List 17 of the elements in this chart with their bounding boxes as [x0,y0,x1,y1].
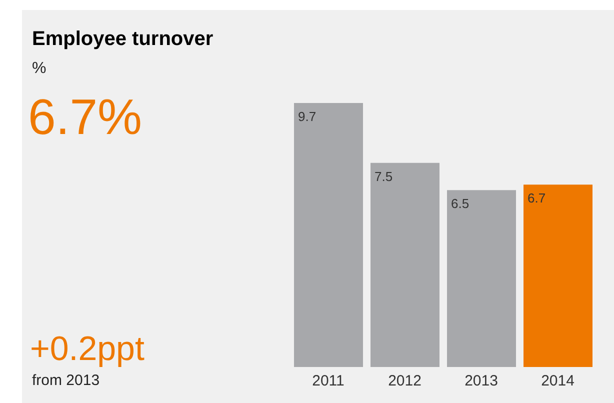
text: +0.2ppt [30,330,144,369]
x-tick-label: 2011 [312,372,344,390]
text: % [32,60,46,78]
bar [294,103,363,367]
text: 6.7% [28,88,142,146]
bar [524,184,592,367]
bar [370,162,440,367]
x-tick-label: 2012 [388,372,422,390]
data-label: 9.7 [298,109,316,124]
text: Employee turnover [32,28,214,51]
data-label: 7.5 [374,168,393,184]
data-label: 6.5 [451,196,470,212]
data-label: 6.7 [528,190,546,206]
x-tick-label: 2014 [541,372,574,390]
x-tick-label: 2013 [464,372,498,390]
bar [447,190,516,367]
text: from 2013 [32,372,100,389]
